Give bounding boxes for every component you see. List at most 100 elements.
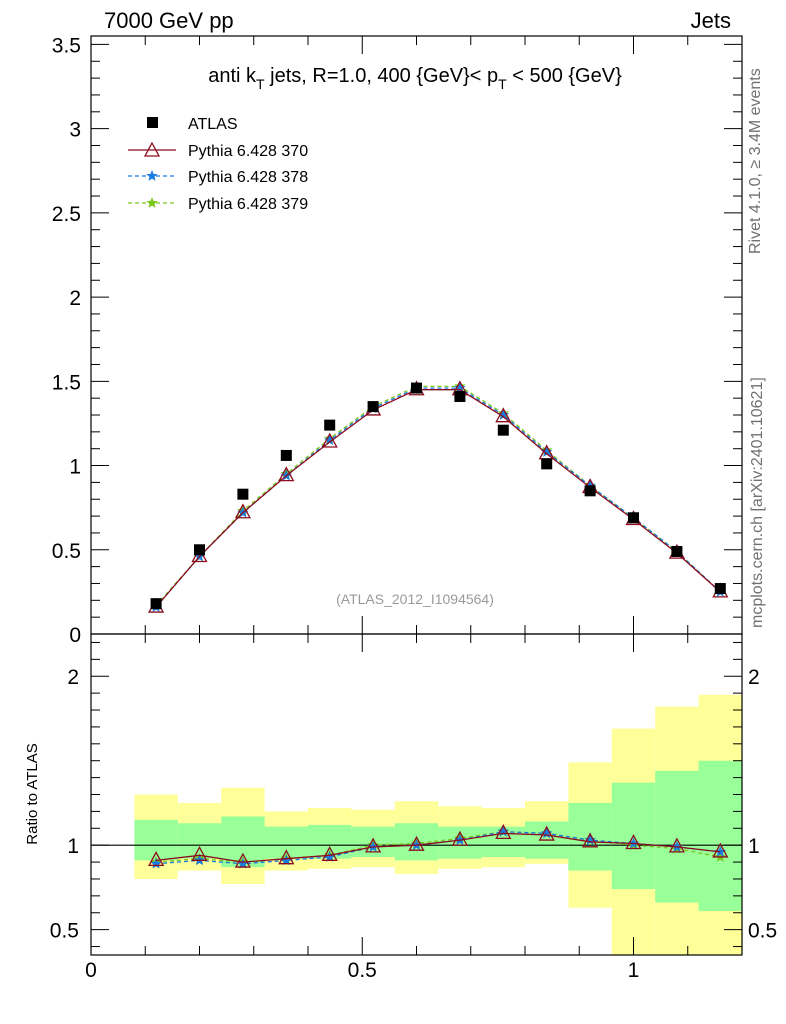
data-point-atlas: [714, 583, 726, 595]
ratio-y-tick-label: 2: [67, 666, 79, 689]
legend-atlas-label: ATLAS: [188, 116, 238, 133]
data-point-atlas: [150, 598, 162, 610]
title-post: < 500 {GeV}: [507, 65, 622, 87]
green-band-bin: [698, 760, 742, 912]
ratio-y-axis-label: Ratio to ATLAS: [24, 743, 41, 844]
series-line-pythia-6-428-379: [155, 385, 721, 606]
ratio-point-pythia-6-428-370: [408, 835, 425, 851]
ratio-uncertainty-bands: [134, 694, 742, 955]
ratio-point-pythia-6-428-378: [237, 857, 249, 869]
data-point-atlas: [237, 488, 249, 500]
main-y-tick-label: 0.5: [52, 540, 81, 563]
series-line-pythia-6-428-378: [155, 387, 721, 608]
ratio-point-pythia-6-428-378: [584, 834, 596, 845]
legend: ATLAS Pythia 6.428 370 Pythia 6.428 378 …: [128, 116, 308, 213]
data-point-atlas: [584, 485, 596, 497]
ratio-point-pythia-6-428-370: [191, 845, 208, 861]
main-y-tick-label: 1: [69, 456, 81, 479]
legend-379-star: [146, 197, 158, 208]
title-mid: jets, R=1.0, 400 {GeV}< p: [265, 65, 499, 87]
x-tick-label: 0: [85, 959, 97, 982]
ratio-y-tick-labels: 0.5 0.5 1 1 2 2: [50, 666, 777, 942]
data-point-pythia-6-428-378: [497, 409, 509, 420]
ratio-point-pythia-6-428-370: [234, 852, 251, 868]
ratio-y-tick-label-right: 0.5: [748, 920, 777, 943]
data-point-atlas: [628, 512, 639, 524]
ratio-point-pythia-6-428-378: [324, 851, 336, 862]
main-panel: 0 0.5 1 1.5 2 2.5 3 3.5 (ATLAS_2012_I1094564) a…: [52, 34, 743, 647]
main-y-tick-label: 3: [69, 119, 81, 142]
x-tick-label: 0.5: [348, 959, 377, 982]
legend-378-star: [146, 170, 158, 181]
x-tick-label: 1: [628, 959, 640, 982]
series-line-pythia-6-428-370: [155, 389, 721, 608]
main-series: [148, 380, 729, 613]
data-point-pythia-6-428-370: [234, 503, 251, 519]
data-point-atlas: [454, 390, 466, 402]
x-tick-labels: 0 0.5 1: [85, 959, 639, 982]
ratio-y-tick-label: 0.5: [50, 920, 79, 943]
rivet-label: Rivet 4.1.0, ≥ 3.4M events: [747, 68, 764, 254]
data-point-atlas: [324, 419, 336, 431]
main-y-tick-label: 0: [69, 624, 81, 647]
ratio-point-pythia-6-428-370: [582, 832, 599, 848]
data-point-atlas: [367, 401, 379, 413]
ratio-axis-ticks: [90, 634, 743, 955]
data-point-pythia-6-428-378: [454, 382, 466, 393]
chart-title: anti kT jets, R=1.0, 400 {GeV}< pT < 500…: [208, 65, 622, 92]
legend-379-marker: [146, 197, 158, 208]
main-y-tick-label: 1.5: [52, 371, 81, 394]
data-point-atlas: [497, 424, 509, 436]
ratio-point-pythia-6-428-378: [541, 827, 553, 839]
mcplots-label: mcplots.cern.ch [arXiv:2401.10621]: [749, 377, 766, 628]
legend-378-marker: [146, 170, 158, 181]
main-axis-ticks: [91, 36, 743, 635]
ratio-point-pythia-6-428-370: [148, 851, 165, 867]
green-band-bin: [134, 819, 178, 861]
series-pythia-6-428-370: [148, 380, 729, 613]
header-left: 7000 GeV pp: [104, 8, 234, 33]
data-point-pythia-6-428-378: [541, 446, 553, 457]
ratio-point-pythia-6-428-370: [365, 837, 382, 853]
series-pythia-6-428-379: [150, 380, 726, 611]
data-point-atlas: [541, 458, 553, 470]
ratio-point-pythia-6-428-370: [625, 834, 642, 850]
ratio-point-pythia-6-428-370: [538, 825, 555, 841]
analysis-watermark: (ATLAS_2012_I1094564): [336, 591, 494, 607]
main-y-tick-label: 2: [69, 287, 81, 310]
data-point-atlas: [671, 545, 683, 557]
ratio-point-pythia-6-428-378: [497, 825, 509, 837]
ratio-point-pythia-6-428-370: [278, 849, 295, 865]
main-y-tick-label: 2.5: [52, 203, 81, 226]
legend-378-label: Pythia 6.428 378: [188, 169, 308, 186]
data-point-atlas: [280, 449, 292, 461]
header-right: Jets: [691, 8, 731, 33]
ratio-point-pythia-6-428-370: [495, 823, 512, 840]
ratio-series: [148, 823, 729, 869]
ratio-point-pythia-6-428-370: [451, 830, 468, 846]
ratio-panel: 0.5 0.5 1 1 2 2 0 0.5 1 Ratio to ATLAS: [24, 633, 777, 982]
ratio-point-pythia-6-428-378: [280, 854, 292, 866]
data-point-pythia-6-428-378: [324, 434, 336, 446]
ratio-point-pythia-6-428-370: [321, 845, 338, 861]
data-point-atlas: [411, 382, 422, 394]
legend-atlas-marker: [147, 117, 158, 128]
ratio-y-tick-label-right: 1: [748, 835, 760, 858]
ratio-series-pythia-6-428-370: [148, 823, 729, 868]
data-point-pythia-6-428-378: [584, 479, 596, 491]
series-pythia-6-428-378: [150, 382, 726, 612]
data-point-pythia-6-428-370: [321, 432, 338, 448]
main-y-tick-labels: 0 0.5 1 1.5 2 2.5 3 3.5: [52, 34, 81, 647]
ratio-line-pythia-6-428-370: [156, 832, 721, 863]
data-point-pythia-6-428-370: [495, 407, 512, 423]
main-y-tick-label: 3.5: [52, 34, 81, 57]
ratio-y-tick-label-right: 2: [748, 666, 760, 689]
title-sub1: T: [256, 76, 265, 92]
ratio-frame: [90, 633, 743, 956]
legend-379-label: Pythia 6.428 379: [188, 196, 308, 213]
title-sub2: T: [498, 76, 507, 92]
ratio-point-pythia-6-428-370: [668, 837, 685, 853]
data-point-atlas: [194, 544, 205, 556]
legend-370-label: Pythia 6.428 370: [188, 143, 308, 160]
